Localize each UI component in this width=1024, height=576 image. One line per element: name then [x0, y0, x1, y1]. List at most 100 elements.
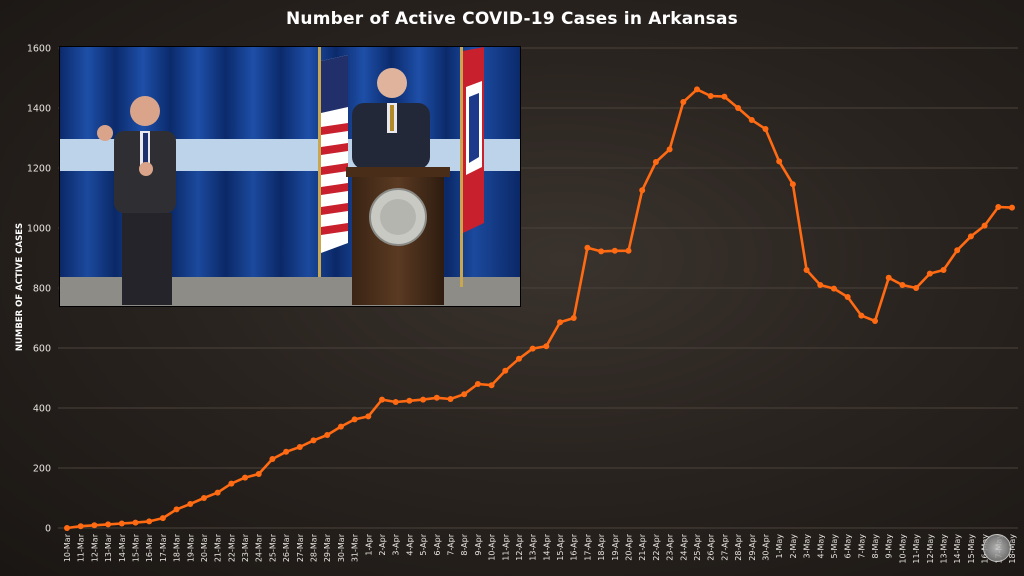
data-point	[721, 93, 728, 100]
x-tick-label: 14-Mar	[118, 533, 127, 562]
x-tick-label: 4-May	[816, 534, 825, 559]
video-inset	[59, 46, 521, 307]
x-tick-label: 27-Apr	[720, 533, 729, 560]
y-tick-label: 1000	[27, 224, 51, 235]
x-tick-label: 26-Mar	[282, 533, 291, 562]
data-point	[228, 480, 235, 487]
x-tick-label: 6-Apr	[433, 533, 442, 555]
data-point	[776, 158, 783, 165]
y-tick-label: 800	[33, 284, 51, 295]
x-tick-label: 17-Mar	[159, 533, 168, 562]
data-point	[830, 285, 837, 292]
data-point	[885, 274, 892, 281]
x-axis-ticks: 10-Mar 11-Mar 12-Mar 13-Mar 14-Mar 15-Mar 16-M…	[63, 533, 1017, 563]
x-tick-label: 5-Apr	[419, 533, 428, 555]
x-tick-label: 16-Mar	[145, 533, 154, 562]
data-point	[694, 86, 700, 93]
x-tick-label: 17-Apr	[583, 533, 592, 560]
x-tick-label: 20-Mar	[200, 533, 209, 562]
data-point	[118, 520, 125, 527]
data-point	[159, 515, 166, 522]
data-point	[858, 312, 865, 319]
x-tick-label: 22-Apr	[652, 533, 661, 560]
data-point	[447, 396, 454, 402]
data-point	[379, 396, 385, 403]
chart-title: Number of Active COVID-19 Cases in Arkan…	[286, 9, 738, 29]
x-tick-label: 11-Mar	[77, 533, 86, 562]
x-tick-label: 16-Apr	[570, 533, 579, 560]
x-tick-label: 8-May	[871, 534, 880, 559]
x-tick-label: 1-Apr	[364, 533, 373, 555]
x-tick-label: 13-Apr	[529, 533, 538, 560]
x-tick-label: 2-Apr	[378, 533, 387, 555]
data-point	[680, 99, 687, 105]
x-tick-label: 3-May	[803, 534, 812, 559]
x-tick-label: 31-Mar	[351, 533, 360, 562]
x-tick-label: 10-Mar	[63, 533, 72, 562]
x-tick-label: 28-Apr	[734, 533, 743, 560]
data-point	[406, 397, 413, 404]
x-tick-label: 22-Mar	[227, 533, 236, 562]
data-point	[173, 506, 180, 513]
data-point	[543, 343, 550, 350]
data-point	[817, 282, 824, 288]
data-point	[789, 181, 796, 188]
data-point	[598, 248, 605, 255]
data-point	[146, 518, 153, 525]
data-point	[666, 146, 673, 153]
data-point	[557, 319, 564, 326]
x-tick-label: 18-May	[1008, 534, 1017, 564]
data-point	[214, 489, 221, 496]
x-tick-label: 15-Mar	[131, 533, 140, 562]
data-point	[242, 474, 249, 481]
y-tick-label: 0	[45, 524, 51, 535]
data-point	[296, 444, 303, 450]
press-conference-image	[60, 47, 520, 306]
y-tick-label: 600	[33, 344, 51, 355]
x-tick-label: 14-May	[953, 534, 962, 564]
x-tick-label: 18-Apr	[597, 533, 606, 560]
data-point	[584, 244, 591, 251]
data-point	[913, 285, 920, 291]
data-point	[392, 399, 399, 405]
x-tick-label: 4-Apr	[405, 533, 414, 555]
data-point	[337, 423, 344, 430]
x-tick-label: 8-Apr	[460, 533, 469, 555]
data-point	[502, 367, 509, 374]
data-point	[762, 126, 769, 132]
x-tick-label: 26-Apr	[707, 533, 716, 560]
data-point	[995, 204, 1002, 210]
data-point	[488, 382, 495, 389]
data-point	[844, 294, 851, 300]
data-point	[187, 501, 194, 507]
data-point	[461, 391, 468, 398]
data-point	[91, 522, 98, 529]
data-point	[132, 519, 139, 526]
x-tick-label: 18-Mar	[173, 533, 182, 562]
x-tick-label: 12-Mar	[90, 533, 99, 562]
x-tick-label: 24-Apr	[679, 533, 688, 560]
data-point	[611, 247, 618, 254]
x-tick-label: 9-May	[885, 534, 894, 559]
x-tick-label: 7-May	[857, 534, 866, 559]
data-point	[926, 270, 933, 277]
data-point	[954, 247, 961, 254]
data-point	[283, 448, 290, 455]
y-tick-label: 200	[33, 464, 51, 475]
x-tick-label: 30-Mar	[337, 533, 346, 562]
data-point	[200, 495, 207, 501]
x-tick-label: 9-Apr	[474, 533, 483, 555]
data-point	[433, 394, 440, 401]
data-point	[748, 117, 755, 123]
x-tick-label: 12-Apr	[515, 533, 524, 560]
series-line	[66, 88, 1013, 530]
x-tick-label: 28-Mar	[310, 533, 319, 562]
data-point	[324, 432, 331, 438]
x-tick-label: 7-Apr	[446, 533, 455, 555]
x-tick-label: 10-Apr	[488, 533, 497, 560]
series-active-cases	[64, 86, 1015, 531]
data-point	[365, 413, 372, 420]
data-point	[639, 187, 646, 194]
x-tick-label: 11-Apr	[501, 533, 510, 560]
